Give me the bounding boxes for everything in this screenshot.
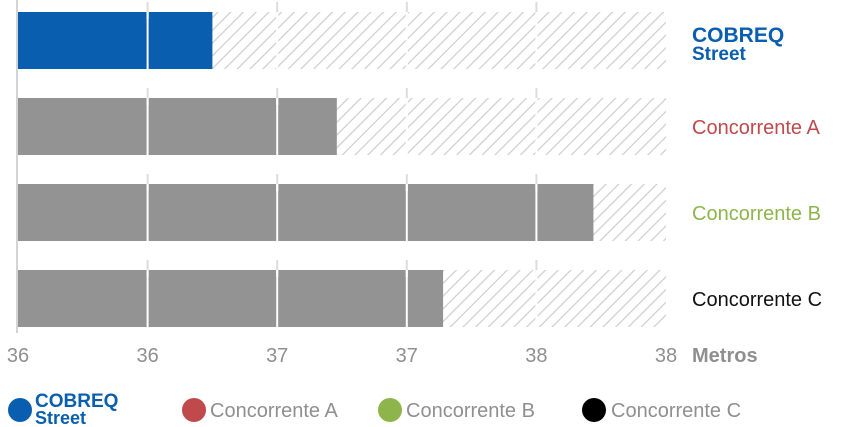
- legend-marker: [582, 398, 606, 422]
- category-label: Concorrente C: [692, 289, 822, 311]
- bar: [18, 270, 444, 327]
- legend-label: Concorrente C: [611, 400, 741, 422]
- category-label: Street: [692, 44, 747, 65]
- bar: [18, 184, 594, 241]
- category-label: COBREQ: [692, 24, 784, 47]
- legend-label: Street: [35, 408, 86, 427]
- legend-marker: [182, 398, 206, 422]
- x-tick-label: 37: [266, 345, 288, 367]
- category-label: Concorrente B: [692, 203, 821, 225]
- bar: [18, 12, 213, 69]
- x-tick-label: 37: [396, 345, 418, 367]
- legend-label: Concorrente B: [406, 400, 535, 422]
- legend-label: COBREQ: [35, 391, 118, 412]
- x-tick-label: 38: [525, 345, 547, 367]
- legend-label: Concorrente A: [210, 400, 339, 422]
- x-tick-label: 38: [655, 345, 677, 367]
- legend-marker: [8, 398, 32, 422]
- bar: [18, 98, 337, 155]
- category-label: Concorrente A: [692, 117, 821, 139]
- x-tick-label: 36: [7, 345, 29, 367]
- legend-marker: [378, 398, 402, 422]
- x-tick-label: 36: [136, 345, 158, 367]
- x-axis-unit-label: Metros: [692, 345, 758, 367]
